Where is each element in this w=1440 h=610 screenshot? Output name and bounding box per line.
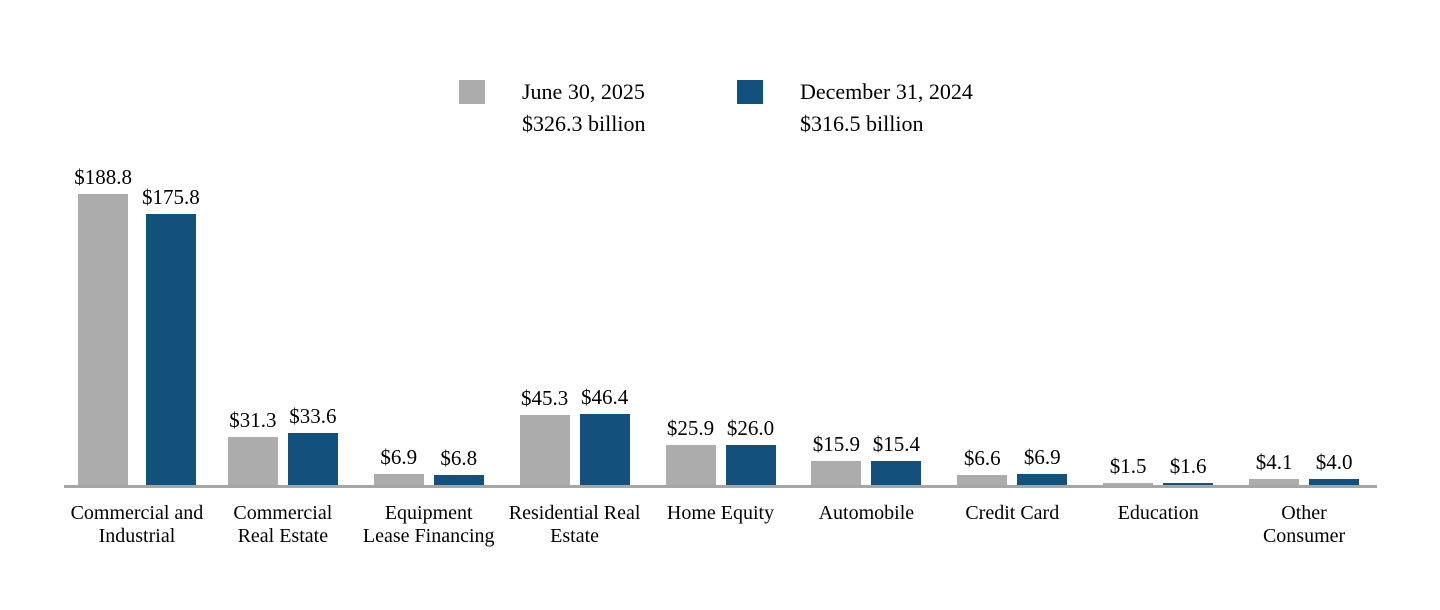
bar-june-30-2025: [519, 415, 570, 485]
value-label-june-30-2025: $1.5: [1109, 453, 1147, 478]
category-label-education: Education: [1117, 502, 1199, 524]
value-label-june-30-2025: $188.8: [74, 165, 132, 189]
bar-december-31-2024: [579, 413, 630, 485]
legend-item-june-30-2025: June 30, 2025 $326.3 billion: [459, 76, 737, 140]
value-label-december-31-2024: $26.0: [726, 415, 775, 440]
bar-december-31-2024: [433, 474, 484, 485]
bar-wrap-june-30-2025: $4.1: [1249, 449, 1300, 485]
value-label-december-31-2024: $175.8: [141, 185, 200, 209]
plot-area: $188.8 $175.8 Commercial and Industrial $31…: [64, 0, 1377, 548]
legend-total-december-31-2024: $316.5 billion: [800, 111, 924, 136]
value-label-june-30-2025: $6.9: [380, 445, 418, 470]
value-label-june-30-2025: $25.9: [666, 416, 715, 441]
bar-wrap-june-30-2025: $45.3: [519, 386, 570, 485]
bar-wrap-june-30-2025: $188.8: [74, 165, 132, 485]
category-label-commercial-real-estate: Commercial Real Estate: [233, 502, 333, 547]
bar-june-30-2025: [811, 460, 862, 485]
bar-wrap-june-30-2025: $25.9: [665, 416, 716, 485]
value-label-june-30-2025: $45.3: [520, 386, 569, 411]
category-label-other-consumer: Other Consumer: [1262, 502, 1346, 547]
bar-wrap-december-31-2024: $26.0: [725, 415, 776, 485]
bar-pair: $188.8 $175.8: [74, 165, 200, 485]
bar-pair: $4.1 $4.0: [1249, 449, 1360, 485]
value-label-december-31-2024: $6.8: [440, 445, 478, 470]
bar-wrap-december-31-2024: $6.8: [433, 445, 484, 485]
bar-group-home-equity: $25.9 $26.0 Home Equity: [648, 0, 794, 524]
bar-wrap-december-31-2024: $4.0: [1309, 449, 1360, 485]
value-label-december-31-2024: $33.6: [289, 404, 337, 429]
bar-june-30-2025: [665, 445, 716, 485]
value-label-december-31-2024: $1.6: [1169, 453, 1207, 478]
legend-item-december-31-2024: December 31, 2024 $316.5 billion: [737, 76, 973, 140]
bar-december-31-2024: [145, 214, 196, 485]
chart-legend: June 30, 2025 $326.3 billion December 31…: [459, 76, 973, 140]
value-label-december-31-2024: $6.9: [1023, 445, 1061, 470]
category-label-equipment-lease-financing: Equipment Lease Financing: [362, 502, 495, 547]
bar-wrap-december-31-2024: $175.8: [142, 185, 200, 485]
value-label-june-30-2025: $15.9: [812, 431, 861, 456]
bar-pair: $31.3 $33.6: [227, 404, 338, 485]
bar-wrap-june-30-2025: $6.9: [373, 445, 424, 485]
bar-group-automobile: $15.9 $15.4 Automobile: [793, 0, 939, 524]
value-label-june-30-2025: $31.3: [229, 407, 277, 432]
bar-december-31-2024: [287, 433, 338, 485]
bar-group-residential-real-estate: $45.3 $46.4 Residential Real Estate: [502, 0, 648, 548]
bar-group-education: $1.5 $1.6 Education: [1085, 0, 1231, 524]
bar-wrap-june-30-2025: $15.9: [811, 431, 862, 485]
bar-wrap-june-30-2025: $31.3: [227, 407, 278, 485]
bar-wrap-december-31-2024: $6.9: [1017, 445, 1068, 485]
bar-group-commercial-and-industrial: $188.8 $175.8 Commercial and Industrial: [64, 0, 210, 547]
bar-group-equipment-lease-financing: $6.9 $6.8 Equipment Lease Financing: [356, 0, 502, 547]
bar-december-31-2024: [725, 444, 776, 485]
bar-pair: $1.5 $1.6: [1103, 453, 1214, 485]
bar-group-other-consumer: $4.1 $4.0 Other Consumer: [1231, 0, 1377, 547]
legend-text-december-31-2024: December 31, 2024 $316.5 billion: [800, 76, 973, 140]
category-label-credit-card: Credit Card: [965, 502, 1060, 524]
bar-pair: $45.3 $46.4: [519, 384, 630, 485]
value-label-june-30-2025: $4.1: [1255, 449, 1293, 474]
value-label-december-31-2024: $15.4: [872, 432, 921, 457]
bar-june-30-2025: [78, 194, 129, 485]
x-axis-line: [64, 485, 1377, 488]
bar-wrap-june-30-2025: $1.5: [1103, 453, 1154, 485]
bar-group-commercial-real-estate: $31.3 $33.6 Commercial Real Estate: [210, 0, 356, 547]
bar-wrap-december-31-2024: $1.6: [1163, 453, 1214, 485]
bar-december-31-2024: [1309, 478, 1360, 485]
bar-pair: $25.9 $26.0: [665, 415, 776, 485]
bar-wrap-december-31-2024: $46.4: [579, 384, 630, 485]
bar-december-31-2024: [1163, 482, 1214, 485]
bar-june-30-2025: [1249, 478, 1300, 485]
bar-december-31-2024: [871, 461, 922, 485]
bar-december-31-2024: [1017, 474, 1068, 485]
legend-label-june-30-2025: June 30, 2025: [522, 79, 645, 104]
value-label-december-31-2024: $4.0: [1315, 449, 1353, 474]
value-label-june-30-2025: $6.6: [963, 445, 1001, 470]
value-label-december-31-2024: $46.4: [580, 384, 629, 409]
bar-june-30-2025: [957, 474, 1008, 485]
category-label-automobile: Automobile: [818, 502, 915, 524]
legend-label-december-31-2024: December 31, 2024: [800, 79, 973, 104]
bar-pair: $15.9 $15.4: [811, 431, 922, 485]
bar-wrap-december-31-2024: $33.6: [287, 404, 338, 485]
bar-june-30-2025: [227, 436, 278, 485]
legend-text-june-30-2025: June 30, 2025 $326.3 billion: [522, 76, 645, 140]
bar-pair: $6.9 $6.8: [373, 445, 484, 485]
legend-swatch-june-30-2025: [459, 80, 485, 104]
category-label-home-equity: Home Equity: [666, 502, 775, 524]
bar-wrap-december-31-2024: $15.4: [871, 432, 922, 485]
category-label-commercial-and-industrial: Commercial and Industrial: [70, 502, 204, 547]
bar-june-30-2025: [1103, 482, 1154, 485]
bar-wrap-june-30-2025: $6.6: [957, 445, 1008, 485]
legend-total-june-30-2025: $326.3 billion: [522, 111, 646, 136]
legend-swatch-december-31-2024: [737, 80, 763, 104]
category-label-residential-real-estate: Residential Real Estate: [508, 502, 641, 547]
bar-pair: $6.6 $6.9: [957, 445, 1068, 485]
bar-june-30-2025: [373, 474, 424, 485]
bar-groups-container: $188.8 $175.8 Commercial and Industrial $31…: [64, 0, 1377, 548]
bar-group-credit-card: $6.6 $6.9 Credit Card: [939, 0, 1085, 524]
